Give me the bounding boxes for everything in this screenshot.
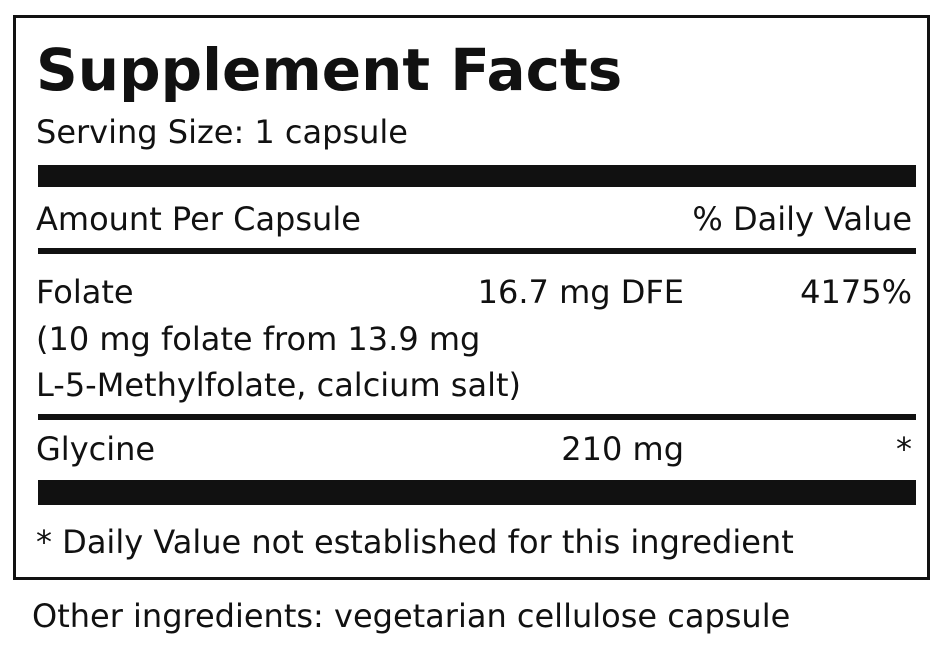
daily-value-header: % Daily Value <box>692 200 912 238</box>
thick-divider <box>38 165 916 187</box>
glycine-amount: 210 mg <box>561 430 684 468</box>
other-ingredients: Other ingredients: vegetarian cellulose … <box>32 597 791 635</box>
glycine-name: Glycine <box>36 430 156 468</box>
glycine-dv: * <box>896 430 912 468</box>
folate-note-2: L-5-Methylfolate, calcium salt) <box>36 366 521 404</box>
panel-title: Supplement Facts <box>36 36 623 104</box>
footnote: * Daily Value not established for this i… <box>36 523 794 561</box>
folate-name: Folate <box>36 273 134 311</box>
folate-amount: 16.7 mg DFE <box>477 273 684 311</box>
supplement-facts-panel: Supplement Facts Serving Size: 1 capsule… <box>13 15 930 580</box>
divider <box>38 248 916 254</box>
serving-size: Serving Size: 1 capsule <box>36 113 408 151</box>
folate-note-1: (10 mg folate from 13.9 mg <box>36 320 481 358</box>
amount-header: Amount Per Capsule <box>36 200 361 238</box>
divider <box>38 414 916 420</box>
folate-dv: 4175% <box>800 273 912 311</box>
thick-divider <box>38 480 916 505</box>
